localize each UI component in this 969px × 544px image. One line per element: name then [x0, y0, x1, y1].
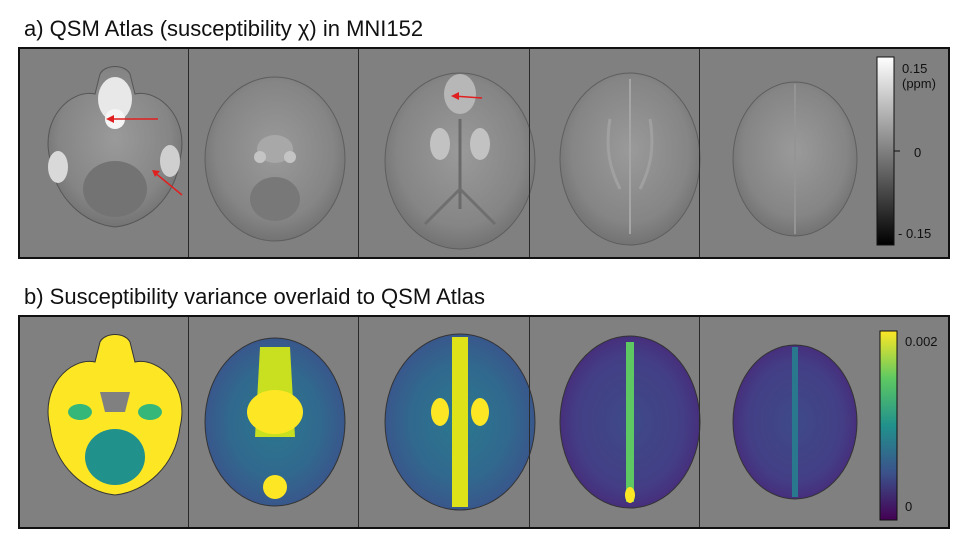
qsm-slice-1: [47, 66, 183, 228]
variance-slice-1: [47, 334, 183, 496]
slice-divider: [699, 317, 700, 527]
qsm-slice-3: [384, 72, 536, 250]
variance-slice-4: [559, 335, 701, 509]
slice-divider: [529, 49, 530, 257]
variance-colorbar: [879, 330, 898, 521]
panel-b-title: b) Susceptibility variance overlaid to Q…: [24, 284, 485, 309]
red-arrow-2: [152, 170, 183, 196]
slice-divider: [188, 317, 189, 527]
qsm-slice-4: [559, 72, 701, 246]
qsm-slice-5: [732, 81, 858, 237]
variance-slice-5: [732, 344, 858, 500]
panel-a-title: a) QSM Atlas (susceptibility χ) in MNI15…: [24, 16, 424, 41]
colorbar-a-bottom-label: - 0.15: [898, 226, 932, 241]
colorbar-a-top-label: 0.15 (ppm): [902, 61, 936, 91]
colorbar-b-top-label: 0.002: [905, 334, 938, 349]
slice-divider: [358, 49, 359, 257]
red-arrow-1: [106, 115, 158, 123]
slice-divider: [188, 49, 189, 257]
slice-divider: [529, 317, 530, 527]
colorbar-b-bottom-label: 0: [905, 499, 913, 514]
panel-b-variance-overlay: 0.002 0: [18, 315, 950, 529]
red-arrow-3: [451, 92, 483, 100]
variance-slices: [47, 330, 898, 521]
variance-slice-2: [204, 337, 346, 507]
slice-divider: [699, 49, 700, 257]
slice-divider: [358, 317, 359, 527]
panel-a-qsm-atlas: 0.15 (ppm) 0 - 0.15: [18, 47, 950, 259]
qsm-colorbar: [876, 56, 900, 246]
colorbar-a-mid-label: 0: [914, 145, 922, 160]
variance-slice-3: [384, 333, 536, 511]
qsm-slice-2: [204, 76, 346, 242]
qsm-slices: [47, 56, 900, 250]
